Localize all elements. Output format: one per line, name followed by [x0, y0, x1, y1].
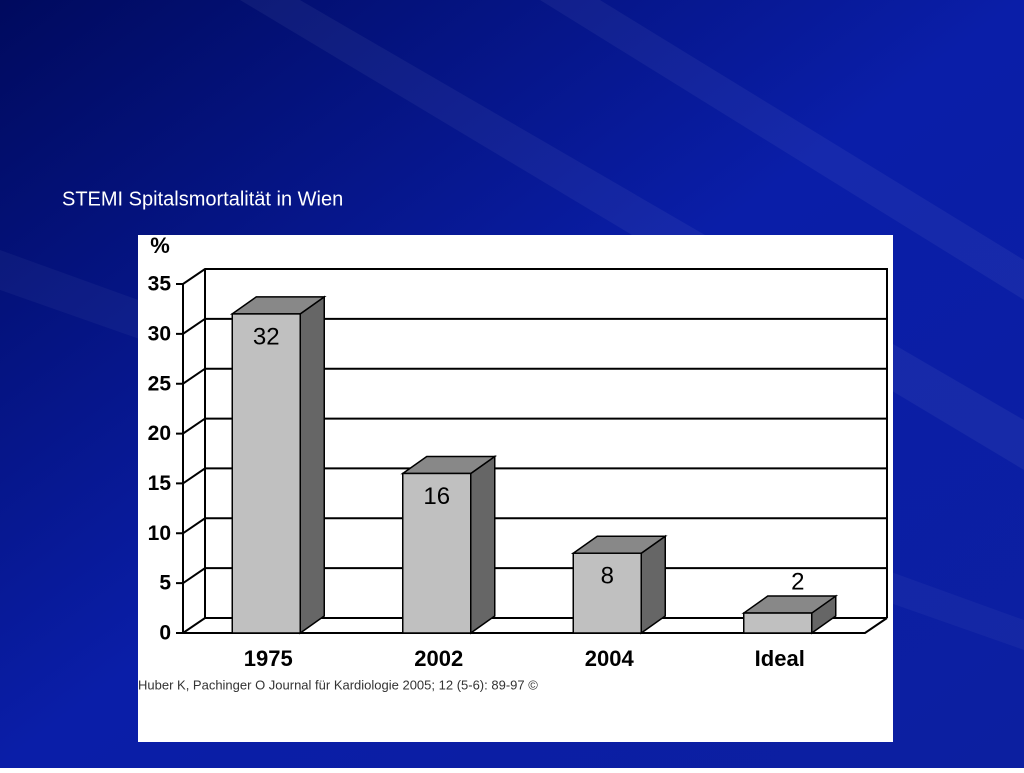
grid-line	[176, 268, 887, 285]
grid-line	[176, 417, 887, 435]
value-label: 8	[601, 563, 614, 590]
bar	[572, 552, 642, 634]
y-tick-label: 25	[148, 372, 172, 395]
source-note: Huber K, Pachinger O Journal für Kardiol…	[138, 677, 538, 692]
bar-side	[299, 295, 325, 635]
grid-line	[176, 317, 887, 335]
bar	[743, 612, 813, 634]
bar-side	[470, 455, 496, 635]
y-tick-label: 15	[148, 472, 172, 495]
value-label: 2	[791, 568, 804, 595]
value-label: 16	[423, 483, 450, 510]
bar	[402, 472, 472, 634]
y-tick-label: 5	[159, 572, 171, 595]
grid-line	[176, 367, 887, 385]
x-tick-label: Ideal	[755, 646, 805, 671]
grid-line	[176, 617, 887, 634]
grid-line	[176, 517, 887, 535]
streak	[540, 0, 1024, 300]
value-label: 32	[253, 323, 280, 350]
y-tick-label: 0	[159, 622, 171, 645]
grid-line	[176, 567, 887, 585]
y-axis-label: %	[150, 233, 170, 258]
y-tick-label: 30	[148, 322, 171, 345]
bar	[231, 313, 301, 634]
slide-title: STEMI Spitalsmortalität in Wien	[62, 188, 343, 210]
y-tick-label: 35	[148, 273, 172, 296]
y-tick-label: 10	[148, 522, 171, 545]
x-tick-label: 2002	[414, 646, 463, 671]
y-tick-label: 20	[148, 422, 171, 445]
grid-line	[176, 467, 887, 485]
x-tick-label: 2004	[585, 646, 635, 671]
plot: 0 5 10 15 20 25 30 35 1975 32 2002 16 2004 8 Ideal 2	[148, 268, 888, 671]
x-tick-label: 1975	[244, 646, 293, 671]
